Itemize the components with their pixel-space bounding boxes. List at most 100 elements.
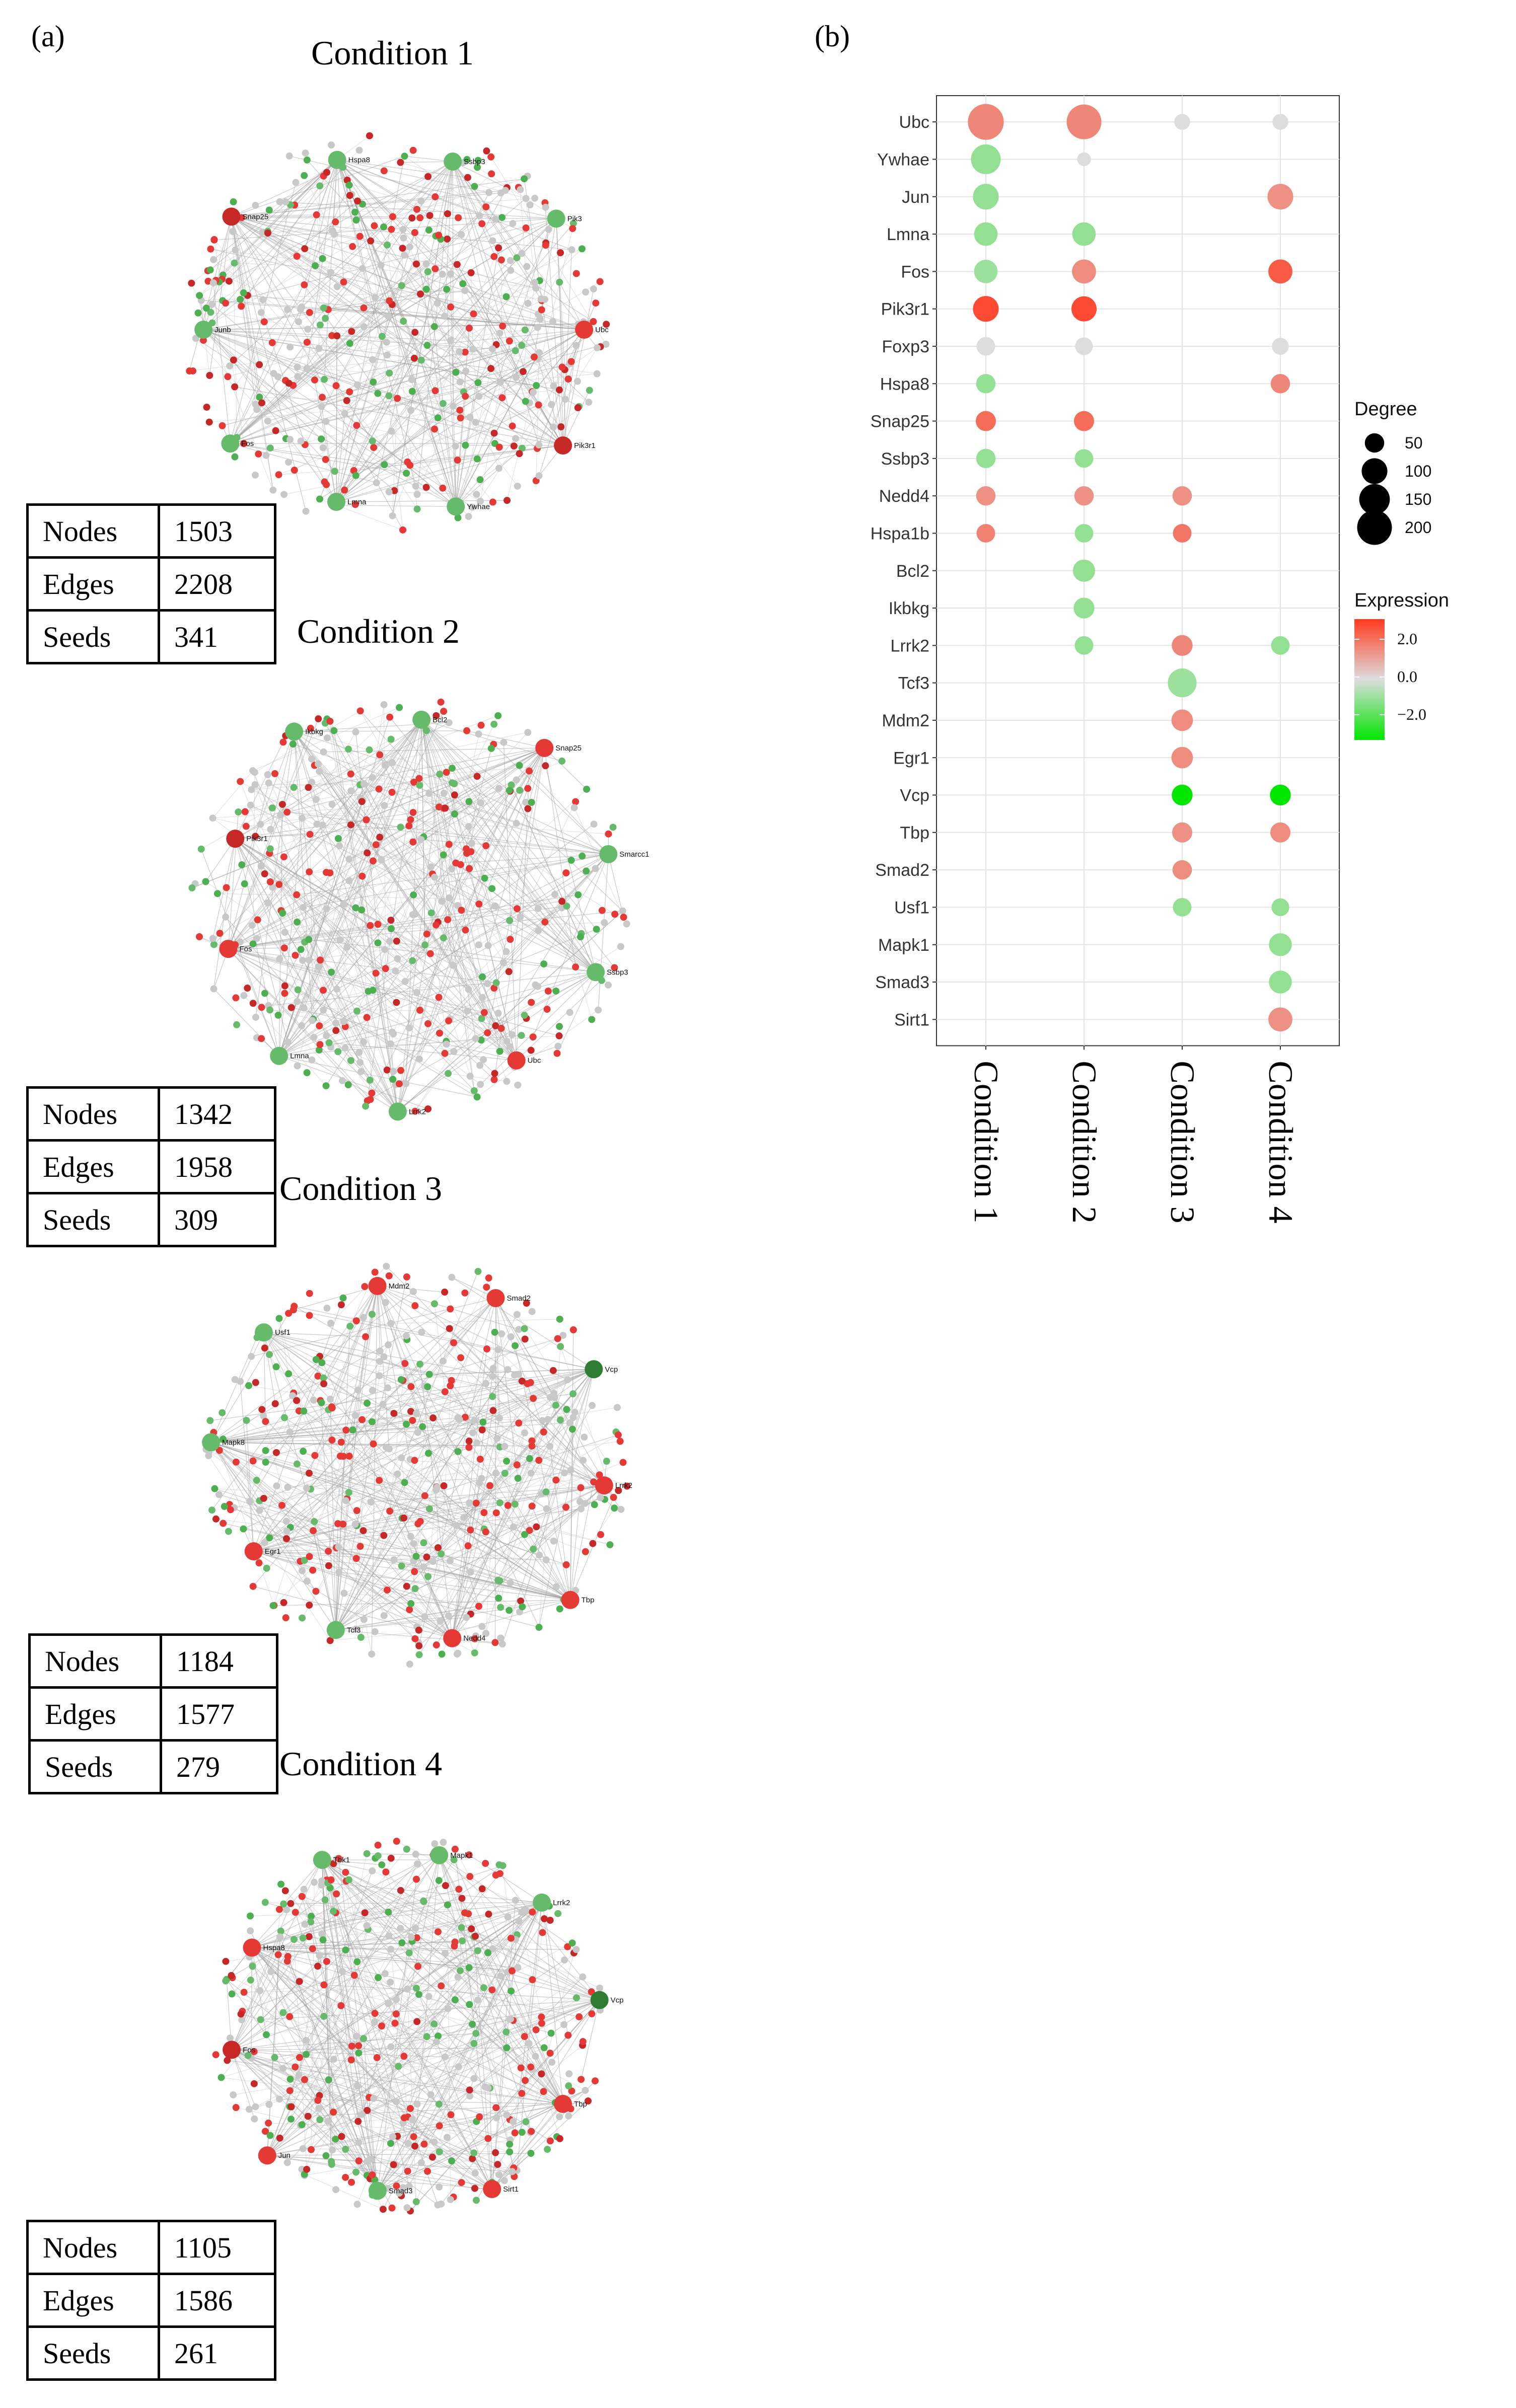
network-hub-node bbox=[590, 1991, 609, 2009]
network-node bbox=[620, 914, 627, 921]
network-node bbox=[528, 1442, 536, 1450]
network-edge bbox=[523, 282, 535, 372]
network-node bbox=[513, 819, 520, 827]
network-node bbox=[240, 1989, 248, 1996]
network-node bbox=[338, 1077, 346, 1085]
network-node bbox=[506, 2148, 514, 2156]
network-edge bbox=[210, 1309, 451, 1443]
network-edge bbox=[263, 1332, 366, 1337]
network-node bbox=[303, 2165, 311, 2173]
network-edge bbox=[315, 1407, 617, 1456]
network-edge bbox=[460, 864, 515, 1068]
network-node bbox=[503, 497, 511, 504]
network-node bbox=[508, 781, 515, 789]
network-edge bbox=[383, 1314, 518, 1536]
network-node bbox=[541, 1915, 548, 1922]
network-node bbox=[623, 1482, 631, 1490]
network-edge bbox=[203, 329, 335, 472]
network-hub-node bbox=[430, 1846, 449, 1864]
network-node bbox=[328, 141, 335, 149]
network-node bbox=[315, 1046, 323, 1054]
network-edge bbox=[322, 1860, 333, 2150]
network-edge bbox=[560, 1346, 614, 1498]
network-node bbox=[225, 1528, 232, 1535]
network-hub-label: Mapk1 bbox=[450, 1851, 473, 1860]
network-edge bbox=[420, 293, 538, 328]
data-point-Nedd4-Condition-1 bbox=[976, 486, 996, 506]
y-tick-label: Sirt1 bbox=[894, 1010, 929, 1029]
network-edge bbox=[477, 1010, 599, 1097]
data-point-Hspa1b-Condition-3 bbox=[1173, 523, 1192, 543]
network-node bbox=[192, 335, 199, 342]
network-node bbox=[493, 1435, 501, 1442]
network-node bbox=[398, 1939, 406, 1946]
network-node bbox=[283, 1958, 291, 1965]
network-edge bbox=[426, 289, 499, 469]
network-node bbox=[473, 1439, 480, 1447]
network-edge bbox=[511, 1938, 600, 2000]
network-edge bbox=[386, 1447, 437, 1487]
network-node bbox=[305, 784, 312, 791]
network-node bbox=[438, 1550, 445, 1558]
network-edge bbox=[252, 1947, 576, 1950]
network-node bbox=[491, 1328, 498, 1336]
network-node bbox=[293, 891, 301, 898]
network-node bbox=[494, 2161, 501, 2168]
network-node bbox=[368, 1650, 376, 1658]
network-node bbox=[438, 897, 446, 905]
network-node bbox=[230, 198, 237, 206]
network-node bbox=[497, 1634, 504, 1642]
network-edge bbox=[556, 972, 596, 1054]
network-node bbox=[397, 823, 404, 831]
network-edge bbox=[322, 1859, 439, 2205]
network-edge bbox=[441, 1553, 570, 1601]
network-node bbox=[306, 1290, 313, 1297]
network-node bbox=[314, 2096, 322, 2104]
network-node bbox=[611, 1504, 618, 1512]
network-edge bbox=[336, 270, 511, 502]
network-edge bbox=[278, 913, 431, 1016]
network-node bbox=[351, 1411, 359, 1419]
network-hub-label: Vcp bbox=[611, 1996, 624, 2004]
network-node bbox=[237, 1378, 244, 1385]
stats-key: Nodes bbox=[28, 1633, 162, 1689]
network-node bbox=[361, 1283, 369, 1291]
network-edge bbox=[364, 784, 442, 901]
y-axis-ticks: UbcYwhaeJunLmnaFosPik3r1Foxp3Hspa8Snap25… bbox=[871, 113, 936, 1029]
network-node bbox=[407, 1933, 415, 1941]
expression-colorbar bbox=[1354, 619, 1385, 740]
network-edge bbox=[249, 1501, 336, 1630]
network-node bbox=[367, 1498, 375, 1506]
network-edge bbox=[343, 854, 609, 1022]
network-edge bbox=[230, 309, 301, 444]
y-tick-label: Hspa8 bbox=[880, 374, 929, 394]
network-node bbox=[262, 2031, 270, 2039]
network-node bbox=[597, 1494, 604, 1501]
network-node bbox=[275, 1906, 283, 1913]
network-node bbox=[342, 1946, 349, 1954]
network-edge bbox=[418, 1485, 605, 1646]
network-node bbox=[436, 2148, 443, 2156]
network-edge bbox=[217, 844, 449, 894]
network-edge bbox=[228, 948, 368, 1101]
network-node bbox=[437, 698, 445, 706]
network-edge bbox=[322, 1859, 409, 2144]
network-node bbox=[411, 1302, 419, 1310]
network-node bbox=[487, 153, 495, 161]
network-node bbox=[596, 278, 604, 285]
network-edge bbox=[276, 1452, 571, 1471]
network-node bbox=[546, 2137, 554, 2145]
network-edge bbox=[408, 2037, 427, 2144]
network-node bbox=[573, 378, 581, 385]
network-node bbox=[456, 406, 464, 414]
network-node bbox=[470, 1087, 478, 1094]
network-node bbox=[540, 1428, 547, 1436]
network-edge bbox=[377, 1286, 479, 1607]
network-node bbox=[267, 825, 274, 833]
network-node bbox=[469, 1429, 476, 1437]
network-node bbox=[509, 422, 516, 430]
network-node bbox=[363, 1850, 371, 1857]
network-node bbox=[211, 1485, 219, 1492]
network-hub-label: Lmna bbox=[290, 1052, 309, 1061]
